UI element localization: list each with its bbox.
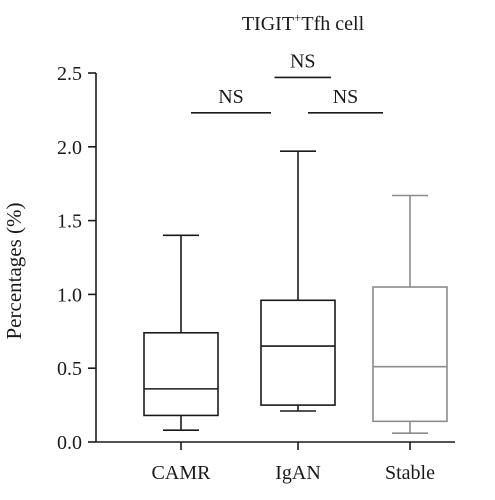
y-axis-title: Percentages (%) [2,202,26,339]
significance-label: NS [333,86,359,108]
y-tick-label: 1.0 [57,284,82,306]
chart-title-rest: Tfh cell [301,13,364,35]
axes: 0.0 0.5 1.0 1.5 2.0 2.5 CAMR IgAN Stable [57,63,455,484]
significance-label: NS [218,86,244,108]
chart-title-superscript: + [294,10,301,25]
significance-label: NS [290,50,316,72]
y-tick-label: 0.0 [57,432,82,454]
x-tick-label: IgAN [275,462,321,484]
comparison-camr-stable: NS [274,50,331,79]
significance-layer: NS NS NS [191,50,383,114]
box-stable [372,194,448,434]
y-tick-label: 2.5 [57,63,82,85]
y-tick-label: 0.5 [57,358,82,380]
y-tick-label: 1.5 [57,211,82,233]
box-camr [143,234,219,431]
y-tick-label: 2.0 [57,137,82,159]
boxes-layer [143,150,448,434]
comparison-igan-stable: NS [308,86,383,114]
x-tick-label: Stable [385,462,435,484]
box-igan [260,150,336,412]
interquartile-box [372,286,448,423]
interquartile-box [143,331,219,417]
comparison-camr-igan: NS [191,86,271,114]
chart-title: TIGIT+Tfh cell [242,10,365,35]
interquartile-box [260,299,336,406]
x-tick-label: CAMR [152,462,212,484]
chart-title-main: TIGIT [242,13,294,35]
